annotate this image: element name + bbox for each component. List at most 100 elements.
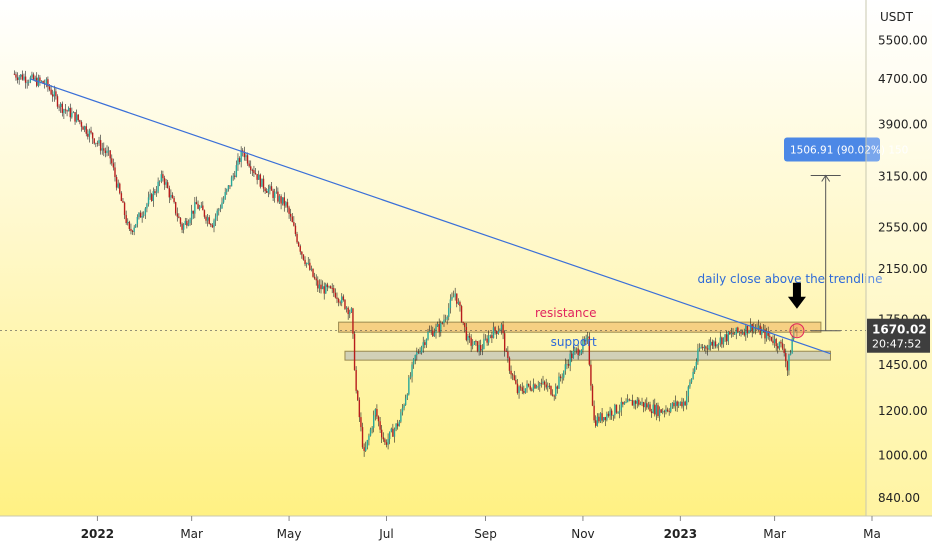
- candle-body: [457, 302, 460, 304]
- candle-body: [349, 312, 351, 315]
- candle-body: [64, 109, 67, 111]
- candle-body: [361, 427, 364, 448]
- candle-body: [309, 262, 311, 270]
- candle: [98, 136, 100, 146]
- candle: [687, 385, 690, 403]
- candle: [261, 178, 263, 187]
- candle-body: [149, 194, 151, 198]
- candle-body: [470, 337, 472, 346]
- candle-body: [668, 411, 670, 412]
- candle: [706, 344, 709, 356]
- candle: [646, 397, 648, 410]
- candle-body: [713, 341, 715, 346]
- candle-body: [598, 416, 600, 422]
- candle: [622, 401, 624, 408]
- candle: [218, 207, 220, 216]
- candle-body: [516, 383, 519, 393]
- candle-body: [687, 386, 690, 397]
- candle: [539, 382, 541, 392]
- candle-body: [219, 208, 222, 210]
- candle: [344, 299, 346, 310]
- candle: [363, 443, 365, 457]
- candle: [607, 411, 610, 418]
- candle-body: [125, 215, 127, 224]
- candle-body: [542, 381, 544, 384]
- candle-body: [280, 196, 282, 204]
- candle-body: [503, 333, 506, 352]
- candle: [679, 401, 682, 406]
- zones-layer: [338, 321, 831, 361]
- candle-body: [208, 217, 210, 224]
- candle-body: [446, 316, 448, 320]
- candle: [751, 323, 753, 338]
- candle-body: [26, 82, 28, 84]
- candle-body: [131, 230, 134, 232]
- candle: [88, 128, 91, 143]
- candle: [56, 94, 59, 109]
- candle: [152, 187, 155, 207]
- candle-body: [537, 385, 539, 387]
- candle: [551, 389, 554, 397]
- candle: [778, 341, 781, 351]
- candle-body: [130, 228, 132, 231]
- candle-body: [639, 403, 642, 405]
- candle: [427, 328, 429, 341]
- candle: [91, 132, 94, 144]
- candle: [45, 77, 48, 88]
- candle: [443, 314, 445, 327]
- candle: [74, 112, 76, 125]
- candle: [285, 200, 287, 208]
- price-axis-panel[interactable]: [866, 0, 932, 516]
- candle: [730, 327, 733, 338]
- candle: [534, 383, 536, 389]
- candle: [339, 300, 341, 306]
- candle: [655, 402, 658, 421]
- candle: [590, 360, 592, 391]
- candle-body: [337, 299, 340, 303]
- candle-body: [414, 354, 416, 359]
- candle-body: [275, 191, 277, 193]
- candle-body: [66, 110, 68, 112]
- candle-body: [50, 89, 52, 95]
- candle-body: [556, 386, 559, 389]
- price-tick-label: 4700.00: [878, 72, 928, 86]
- candle: [537, 380, 539, 390]
- candle: [483, 333, 485, 350]
- candle-body: [491, 335, 493, 339]
- candle: [127, 218, 129, 226]
- candle-body: [749, 324, 752, 331]
- candle-body: [585, 337, 587, 342]
- candle: [26, 79, 28, 89]
- candle-body: [401, 408, 404, 413]
- candle: [350, 307, 353, 314]
- candle-body: [409, 376, 412, 378]
- candle-body: [318, 284, 321, 289]
- candle: [467, 333, 469, 345]
- countdown-timer: 20:47:52: [872, 338, 921, 351]
- candle: [278, 194, 281, 204]
- candle-body: [258, 174, 260, 180]
- candle-body: [617, 412, 619, 414]
- candle-body: [384, 439, 386, 443]
- candle-body: [198, 207, 201, 209]
- candle: [307, 257, 309, 266]
- candle-body: [242, 150, 244, 152]
- candle: [722, 337, 725, 348]
- candle-body: [360, 417, 362, 428]
- candle-body: [395, 423, 397, 430]
- candle-body: [480, 344, 482, 351]
- candle: [596, 413, 599, 427]
- time-axis-panel[interactable]: [0, 516, 932, 550]
- candle: [227, 184, 230, 192]
- candle-body: [630, 400, 632, 401]
- price-axis-unit: USDT: [880, 10, 914, 24]
- candle: [243, 146, 246, 161]
- candle-body: [227, 185, 230, 190]
- candle-body: [79, 120, 81, 123]
- candle-body: [166, 182, 169, 188]
- candle-body: [168, 187, 170, 198]
- candle-body: [99, 140, 102, 151]
- candle-body: [436, 324, 439, 327]
- candle: [341, 293, 343, 307]
